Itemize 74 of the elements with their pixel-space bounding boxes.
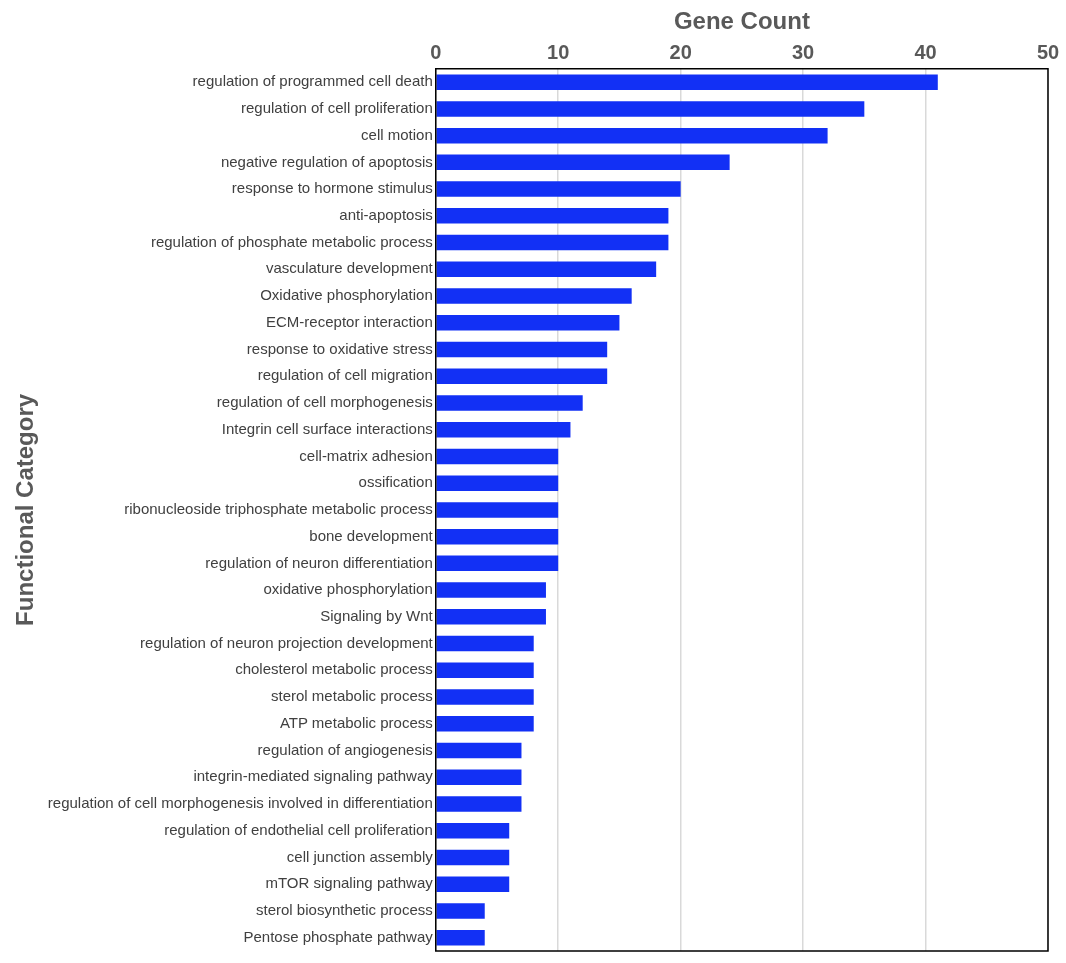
bar [436,261,657,278]
bar [436,769,522,785]
bar [436,208,669,224]
bar [436,742,522,759]
y-tick-label: oxidative phosphorylation [263,580,433,598]
bar [436,689,534,705]
x-tick-label: 30 [791,41,815,64]
y-tick-label: regulation of phosphate metabolic process [150,232,433,250]
y-tick-label: Integrin cell surface interactions [221,419,433,437]
bar [436,849,510,866]
bar [436,528,559,545]
x-tick-label: 40 [914,41,937,64]
y-tick-label: regulation of neuron projection development [140,633,434,651]
bar [436,154,730,171]
y-tick-label: regulation of endothelial cell proliferation [164,820,433,838]
bar [436,288,632,304]
y-tick-label: Pentose phosphate pathway [243,927,434,945]
y-tick-label: cell junction assembly [286,847,434,865]
bar [436,822,510,839]
y-tick-label: regulation of programmed cell death [192,72,433,90]
y-tick-label: cholesterol metabolic process [235,660,433,678]
bar [436,716,534,732]
y-tick-label: Oxidative phosphorylation [260,286,433,304]
y-tick-label: response to oxidative stress [246,339,433,357]
x-axis-title: Gene Count [673,7,810,35]
x-tick-label: 10 [547,41,570,64]
y-tick-label: negative regulation of apoptosis [220,152,433,170]
y-tick-label: mTOR signaling pathway [265,874,434,892]
bar [436,315,620,331]
bar [436,421,571,438]
bar [436,662,534,679]
y-tick-label: regulation of cell proliferation [240,99,433,117]
x-tick-label: 50 [1036,41,1060,64]
bar [436,181,681,197]
y-tick-label: bone development [309,526,434,544]
bar [436,101,865,117]
bar [436,502,559,518]
y-tick-label: regulation of angiogenesis [257,740,433,758]
bar [436,395,583,411]
y-tick-label: regulation of cell migration [257,366,433,384]
bar [436,796,522,812]
bar [436,876,510,892]
x-tick-label: 20 [669,41,692,64]
bar [436,368,608,384]
y-tick-label: integrin-mediated signaling pathway [193,767,434,785]
bar [436,127,828,144]
y-tick-label: sterol metabolic process [271,687,433,705]
y-tick-label: cell-matrix adhesion [299,446,433,464]
bar [436,341,608,358]
y-tick-label: cell motion [361,125,433,143]
bar [436,903,485,919]
y-tick-label: ribonucleoside triphosphate metabolic process [124,500,433,518]
bar [436,582,546,598]
y-tick-label: regulation of cell morphogenesis [216,393,433,411]
y-tick-label: Signaling by Wnt [320,606,434,624]
bar [436,74,938,90]
y-tick-label: vasculature development [266,259,434,277]
y-tick-label: ECM-receptor interaction [266,312,433,330]
bar [436,448,559,465]
bar [436,929,485,946]
bar [436,609,546,625]
y-axis-title: Functional Category [11,393,39,626]
y-tick-label: response to hormone stimulus [231,179,433,197]
x-tick-label: 0 [430,41,442,64]
bar [436,635,534,652]
y-tick-label: regulation of cell morphogenesis involved in differentiation [47,794,433,812]
y-tick-label: ossification [358,473,433,491]
y-tick-label: regulation of neuron differentiation [205,553,433,571]
y-tick-label: sterol biosynthetic process [256,901,433,919]
y-tick-label: ATP metabolic process [279,713,433,731]
bar [436,475,559,491]
y-tick-label: anti-apoptosis [339,205,433,223]
bar [436,234,669,251]
bar [436,555,559,572]
